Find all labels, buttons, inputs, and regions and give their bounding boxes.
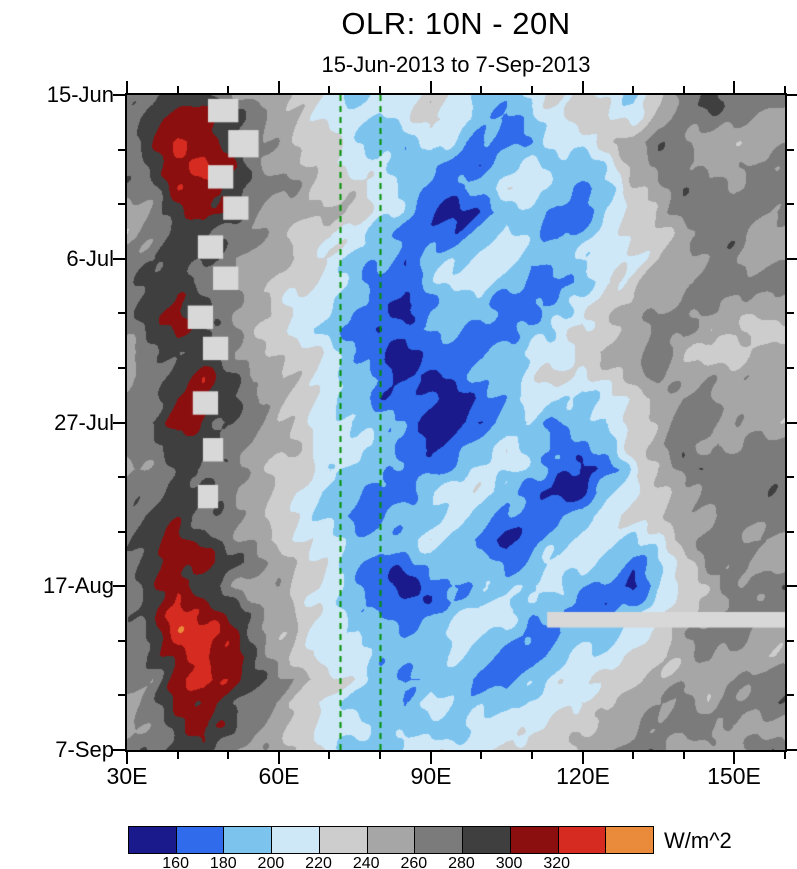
- x-tick-label: 30E: [106, 763, 148, 789]
- axis-tick: [787, 258, 797, 260]
- x-tick-label: 150E: [707, 763, 761, 789]
- axis-tick: [113, 258, 125, 260]
- axis-tick: [582, 81, 584, 93]
- axis-tick: [683, 752, 685, 759]
- axis-tick: [787, 476, 794, 478]
- y-tick-label: 15-Jun: [46, 82, 114, 107]
- axis-tick: [787, 531, 794, 533]
- axis-tick: [379, 86, 381, 93]
- axis-tick: [177, 86, 179, 93]
- axis-tick: [784, 86, 786, 93]
- axis-tick: [278, 752, 280, 764]
- axis-tick: [227, 86, 229, 93]
- colorbar-segment: [272, 827, 320, 853]
- axis-tick: [328, 86, 330, 93]
- colorbar-segment: [510, 827, 559, 853]
- colorbar-tick-label: 200: [257, 855, 285, 869]
- colorbar-segment: [558, 827, 607, 853]
- axis-tick: [733, 81, 735, 93]
- axis-tick: [480, 752, 482, 759]
- axis-tick: [787, 94, 797, 96]
- axis-tick: [531, 86, 533, 93]
- colorbar-tick-label: 260: [400, 855, 428, 869]
- axis-tick: [118, 531, 125, 533]
- colorbar-units-label: W/m^2: [664, 828, 732, 853]
- axis-tick: [787, 694, 794, 696]
- axis-tick: [787, 312, 794, 314]
- axis-tick: [784, 752, 786, 759]
- y-tick-label: 6-Jul: [66, 246, 114, 271]
- axis-tick: [118, 203, 125, 205]
- colorbar-segment: [319, 827, 368, 853]
- axis-tick: [177, 752, 179, 759]
- axis-tick: [787, 203, 794, 205]
- axis-tick: [118, 312, 125, 314]
- axis-tick: [430, 81, 432, 93]
- colorbar-tick-label: 280: [448, 855, 475, 869]
- plot-frame: [125, 93, 787, 752]
- axis-tick: [118, 149, 125, 151]
- colorbar-segment: [129, 827, 177, 853]
- axis-tick: [118, 694, 125, 696]
- axis-tick: [632, 752, 634, 759]
- colorbar-segment: [415, 827, 464, 853]
- axis-tick: [531, 752, 533, 759]
- colorbar-tick-label: 180: [209, 855, 237, 869]
- axis-tick: [126, 752, 128, 764]
- axis-tick: [379, 752, 381, 759]
- axis-tick: [227, 752, 229, 759]
- axis-tick: [787, 640, 794, 642]
- colorbar-tick-label: 220: [305, 855, 332, 869]
- colorbar-tick-label: 160: [162, 855, 189, 869]
- x-tick-label: 120E: [556, 763, 610, 789]
- x-tick-label: 60E: [258, 763, 300, 789]
- axis-tick: [113, 585, 125, 587]
- colorbar-tick-label: 240: [352, 855, 380, 869]
- axis-tick: [787, 585, 797, 587]
- axis-tick: [113, 422, 125, 424]
- colorbar-segment: [463, 827, 511, 853]
- y-tick-label: 17-Aug: [43, 573, 114, 598]
- colorbar-segment: [367, 827, 416, 853]
- colorbar-tick-label: 300: [495, 855, 523, 869]
- x-tick-label: 90E: [410, 763, 452, 789]
- y-tick-label: 7-Sep: [55, 737, 114, 762]
- axis-tick: [787, 749, 797, 751]
- page-title: OLR: 10N - 20N: [341, 6, 571, 41]
- chart-subtitle: 15-Jun-2013 to 7-Sep-2013: [321, 52, 591, 77]
- axis-tick: [787, 422, 797, 424]
- y-tick-label: 27-Jul: [54, 410, 114, 435]
- axis-tick: [632, 86, 634, 93]
- axis-tick: [118, 367, 125, 369]
- hovmoller-plot: [127, 95, 785, 750]
- axis-tick: [787, 149, 794, 151]
- axis-tick: [278, 81, 280, 93]
- axis-tick: [118, 476, 125, 478]
- axis-tick: [787, 367, 794, 369]
- axis-tick: [582, 752, 584, 764]
- colorbar-segment: [224, 827, 273, 853]
- axis-tick: [113, 94, 125, 96]
- axis-tick: [480, 86, 482, 93]
- axis-tick: [733, 752, 735, 764]
- colorbar-segment: [176, 827, 225, 853]
- axis-tick: [113, 749, 125, 751]
- axis-tick: [328, 752, 330, 759]
- colorbar-segment: [606, 827, 654, 853]
- colorbar-tick-label: 320: [543, 855, 571, 869]
- axis-tick: [430, 752, 432, 764]
- colorbar: [128, 826, 654, 854]
- axis-tick: [683, 86, 685, 93]
- axis-tick: [118, 640, 125, 642]
- axis-tick: [126, 81, 128, 93]
